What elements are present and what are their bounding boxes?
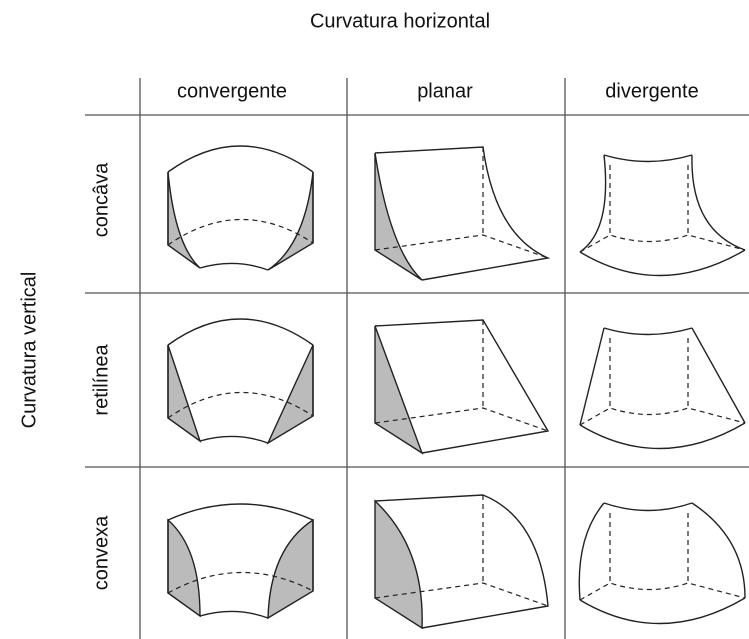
row-header: convexa: [90, 515, 112, 590]
column-header: planar: [417, 80, 473, 102]
shape-divergent-convex: [578, 502, 746, 625]
shape-convergent-concave: [167, 145, 314, 271]
shape-divergent-straight: [579, 327, 746, 450]
column-header: convergente: [177, 80, 287, 102]
row-header: concâva: [90, 162, 112, 237]
grid: [85, 78, 749, 639]
shape-planar-concave: [374, 146, 551, 281]
shape-convergent-convex: [167, 503, 314, 620]
title: Curvatura horizontal: [310, 10, 490, 32]
shape-planar-convex: [374, 494, 549, 630]
axis-label: Curvatura vertical: [18, 272, 40, 429]
row-header: retilínea: [90, 344, 112, 416]
shape-planar-straight: [374, 319, 550, 455]
shape-divergent-concave: [579, 154, 746, 277]
shape-convergent-straight: [167, 318, 314, 445]
column-header: divergente: [605, 80, 698, 102]
